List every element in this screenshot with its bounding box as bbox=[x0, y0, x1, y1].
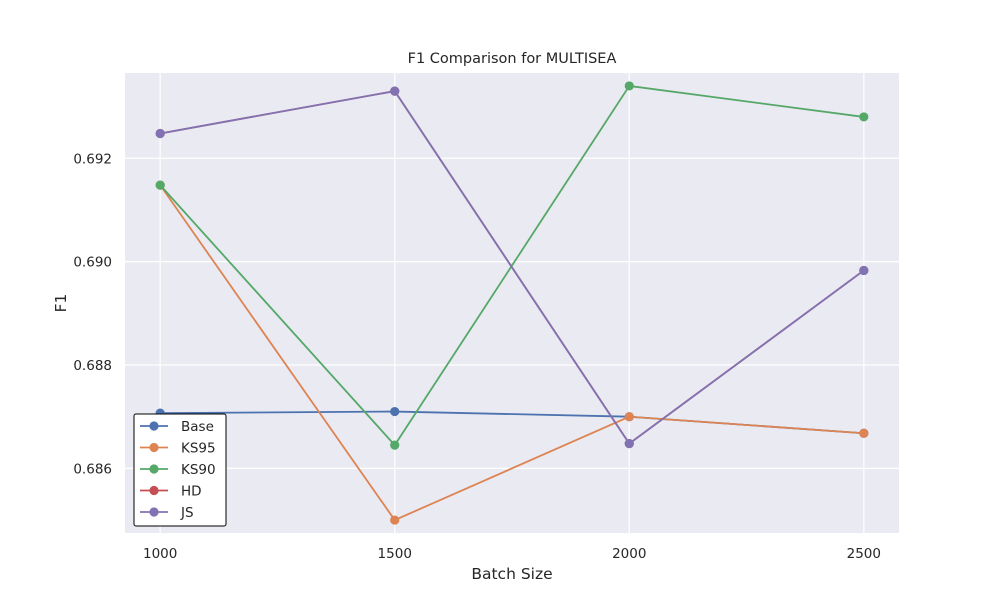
data-point bbox=[390, 440, 400, 450]
series-line bbox=[159, 84, 864, 447]
data-point bbox=[859, 112, 869, 122]
y-tick-label: 0.690 bbox=[73, 255, 112, 271]
data-point bbox=[390, 515, 400, 525]
data-point bbox=[390, 86, 400, 96]
data-point bbox=[859, 428, 869, 438]
legend-item: Base bbox=[140, 419, 214, 435]
x-axis-label: Batch Size bbox=[471, 565, 552, 583]
y-tick-labels: 0.686 0.688 0.690 0.692 bbox=[73, 151, 112, 477]
data-point bbox=[624, 81, 634, 91]
legend-label: Base bbox=[181, 419, 214, 435]
legend-label: HD bbox=[181, 484, 202, 500]
data-point bbox=[624, 412, 634, 422]
legend-item: HD bbox=[140, 484, 202, 500]
x-tick-label: 1500 bbox=[378, 546, 412, 562]
y-tick-label: 0.692 bbox=[73, 151, 112, 167]
legend-item: KS95 bbox=[140, 441, 216, 457]
series-line bbox=[159, 184, 864, 522]
series-ks90 bbox=[155, 81, 869, 450]
legend-marker bbox=[149, 485, 159, 496]
data-point bbox=[155, 128, 165, 139]
data-point bbox=[155, 180, 165, 190]
x-tick-label: 1000 bbox=[143, 546, 177, 562]
legend-label: KS95 bbox=[181, 441, 216, 457]
legend: Base KS95 KS90 HD JS bbox=[133, 413, 227, 527]
x-tick-labels: 1000 1500 2000 2500 bbox=[143, 546, 881, 562]
legend-item: JS bbox=[140, 505, 194, 521]
legend-label: KS90 bbox=[181, 462, 216, 478]
legend-frame bbox=[133, 413, 227, 527]
chart-title: F1 Comparison for MULTISEA bbox=[408, 51, 617, 67]
data-point bbox=[859, 265, 869, 276]
data-point bbox=[624, 438, 634, 449]
series-js bbox=[155, 86, 869, 449]
legend-marker bbox=[149, 442, 159, 453]
legend-marker bbox=[149, 507, 159, 517]
legend-label: JS bbox=[180, 505, 194, 521]
series-line bbox=[160, 90, 865, 445]
y-tick-label: 0.686 bbox=[73, 461, 112, 477]
x-tick-label: 2000 bbox=[612, 546, 646, 562]
plot-background bbox=[125, 73, 899, 533]
series-layer bbox=[155, 81, 869, 525]
y-tick-label: 0.688 bbox=[73, 358, 112, 374]
legend-item: KS90 bbox=[140, 462, 216, 478]
legend-marker bbox=[149, 464, 159, 474]
y-axis-label: F1 bbox=[52, 294, 70, 313]
x-tick-label: 2500 bbox=[847, 546, 881, 562]
legend-marker bbox=[149, 421, 159, 431]
data-point bbox=[390, 406, 400, 417]
